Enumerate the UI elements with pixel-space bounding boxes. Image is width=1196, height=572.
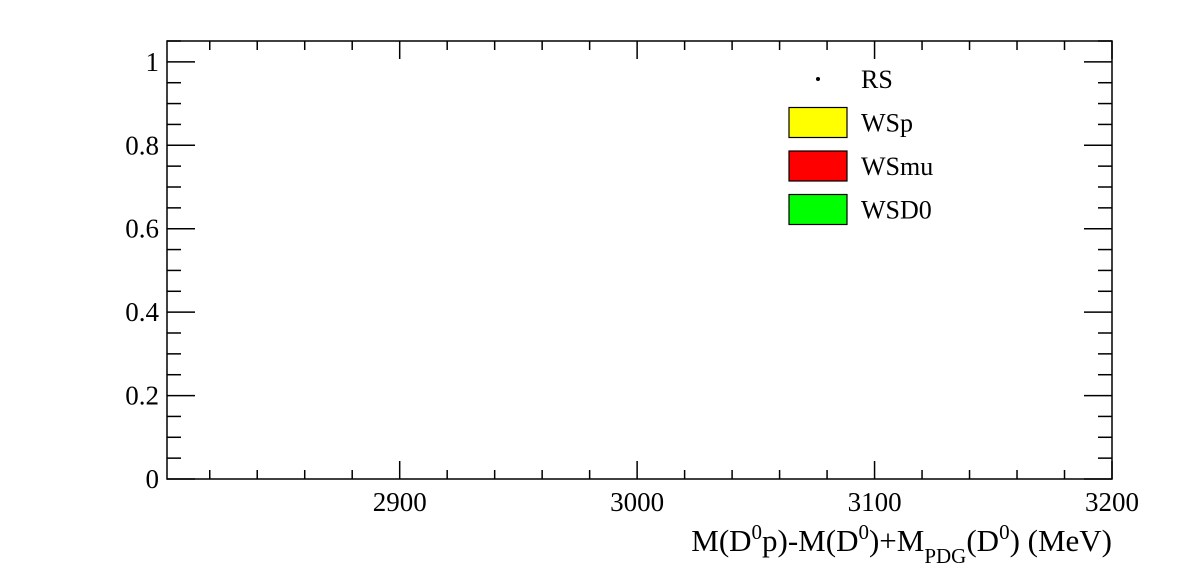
y-axis-tick-labels: 0 0.2 0.4 0.6 0.8 1 bbox=[125, 47, 159, 494]
legend-item-wsd0: WSD0 bbox=[788, 193, 932, 226]
x-axis-title-part: 0 bbox=[752, 520, 763, 544]
legend-label: WSD0 bbox=[861, 196, 932, 225]
legend: RS WSp WSmu WSD0 bbox=[788, 65, 933, 226]
x-tick-label: 2900 bbox=[373, 487, 427, 517]
x-axis-title-part: PDG bbox=[924, 544, 966, 568]
legend-label: WSmu bbox=[861, 152, 933, 181]
x-tick-label: 3200 bbox=[1085, 487, 1139, 517]
legend-swatch bbox=[788, 193, 848, 226]
legend-marker bbox=[816, 77, 820, 81]
x-axis-title-part: 0 bbox=[999, 520, 1010, 544]
y-axis-ticks bbox=[167, 40, 1112, 480]
y-tick-label: 0 bbox=[146, 464, 160, 494]
x-tick-label: 3000 bbox=[610, 487, 664, 517]
x-axis-ticks bbox=[208, 41, 1113, 479]
x-axis-title-part: M(D bbox=[691, 523, 751, 558]
legend-item-wsp: WSp bbox=[788, 106, 913, 139]
x-axis-title: M(D0p)-M(D0)+MPDG(D0) (MeV) bbox=[691, 520, 1112, 568]
y-tick-label: 0.6 bbox=[125, 214, 159, 244]
legend-swatch bbox=[788, 106, 848, 139]
legend-label: WSp bbox=[861, 109, 913, 138]
y-tick-label: 0.2 bbox=[125, 381, 159, 411]
x-axis-title-part: p)-M(D bbox=[762, 523, 858, 558]
x-tick-label: 3100 bbox=[848, 487, 902, 517]
legend-label: RS bbox=[861, 65, 893, 94]
y-tick-label: 0.8 bbox=[125, 130, 159, 160]
x-axis-tick-labels: 2900 3000 3100 3200 bbox=[373, 487, 1139, 517]
plot-frame bbox=[166, 40, 1113, 480]
x-axis-title-part: 0 bbox=[858, 520, 869, 544]
legend-swatch bbox=[788, 150, 848, 182]
x-axis-title-part: ) (MeV) bbox=[1010, 523, 1112, 558]
legend-item-wsmu: WSmu bbox=[788, 150, 933, 182]
legend-item-rs: RS bbox=[816, 65, 893, 94]
y-tick-label: 0.4 bbox=[125, 297, 159, 327]
x-axis-title-part: (D bbox=[966, 523, 999, 558]
y-tick-label: 1 bbox=[146, 47, 160, 77]
x-axis-title-part: )+M bbox=[869, 523, 924, 558]
